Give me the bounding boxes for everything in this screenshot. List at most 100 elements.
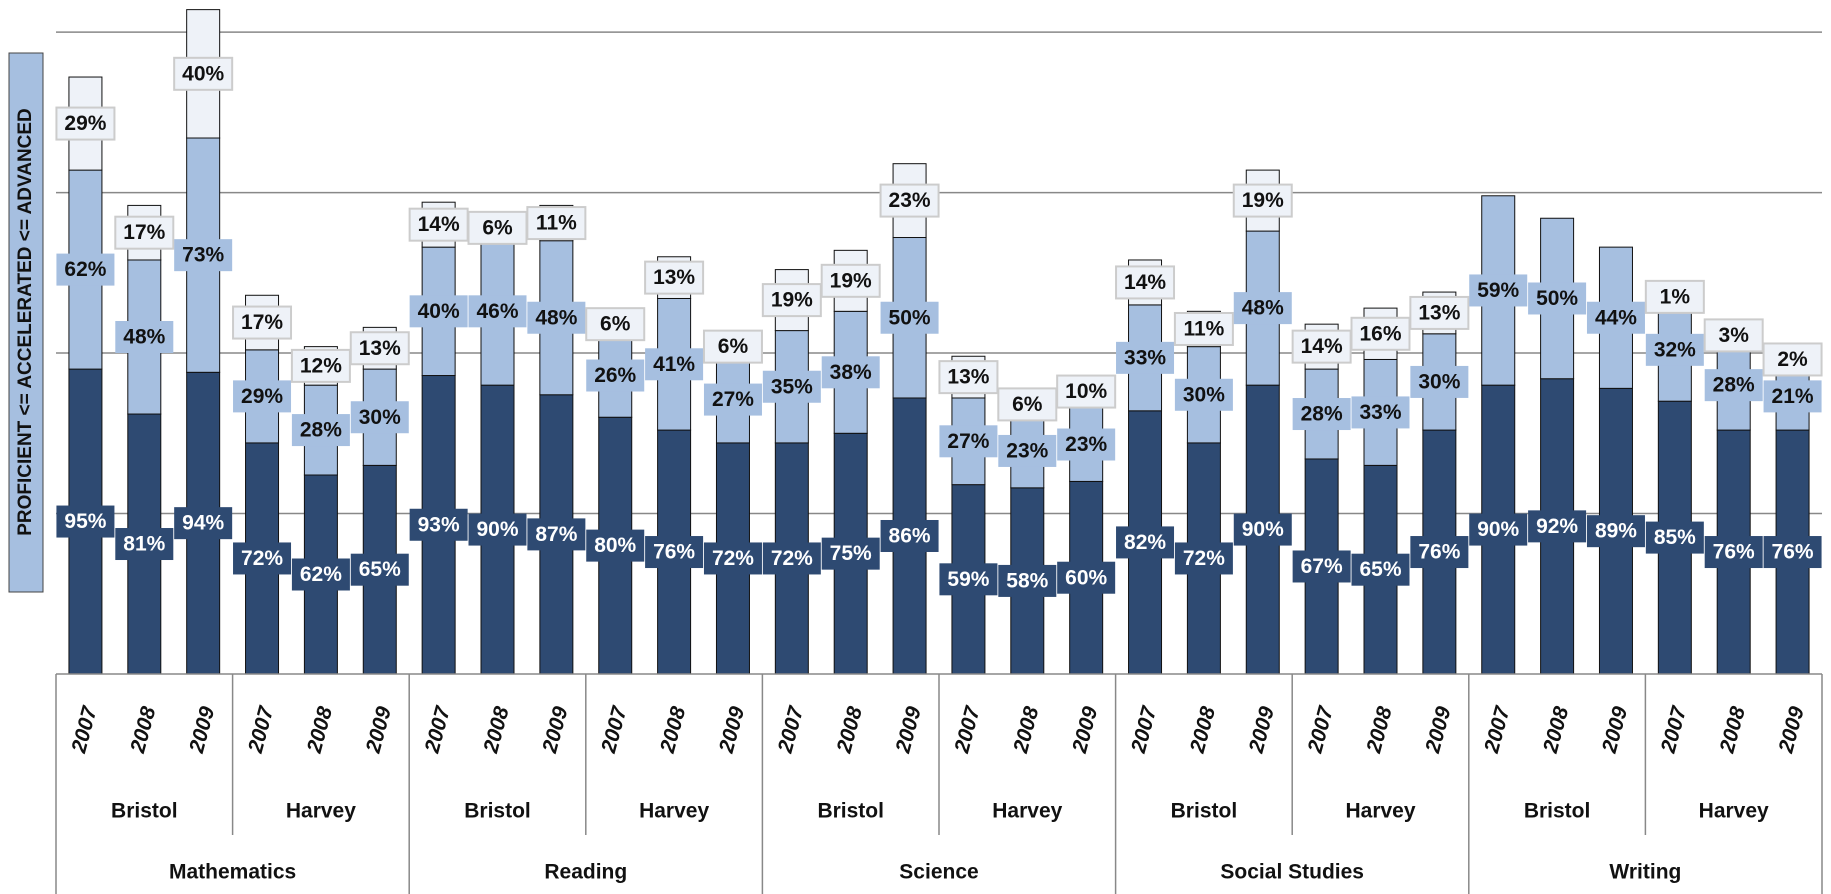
value-label-box	[468, 295, 527, 328]
school-label: Harvey	[992, 800, 1062, 823]
value-label-box	[702, 329, 763, 364]
value-label-box	[174, 239, 233, 272]
value-label: 29%	[64, 112, 106, 135]
value-label: 90%	[1242, 518, 1284, 541]
value-label-box	[1292, 398, 1351, 431]
x-tick-label: 2008	[832, 704, 867, 756]
value-label: 28%	[300, 419, 342, 442]
value-label-box	[703, 542, 762, 575]
value-label: 62%	[300, 563, 342, 586]
value-label-box	[1232, 183, 1293, 218]
value-label-box	[939, 563, 998, 596]
value-label: 87%	[535, 523, 577, 546]
value-label-box	[349, 331, 410, 366]
value-label: 29%	[241, 385, 283, 408]
value-label-box	[350, 553, 409, 586]
school-label: Bristol	[1171, 800, 1238, 823]
value-label: 90%	[476, 518, 518, 541]
value-label: 72%	[1183, 547, 1225, 570]
value-label-box	[821, 537, 880, 570]
value-label: 75%	[830, 542, 872, 565]
value-label-box	[233, 380, 292, 413]
x-tick-label: 2007	[597, 703, 632, 756]
value-label-box	[645, 348, 704, 381]
value-label-box	[55, 106, 116, 141]
value-label: 11%	[1183, 318, 1224, 341]
value-label-box	[291, 558, 350, 591]
x-tick-label: 2008	[126, 704, 161, 756]
y-axis-label: PROFICIENT <= ACCELERATED <= ADVANCED	[15, 108, 36, 536]
value-label: 32%	[1654, 338, 1696, 361]
value-label: 30%	[1418, 370, 1460, 393]
value-label: 23%	[889, 189, 931, 212]
x-tick-label: 2008	[1715, 704, 1750, 756]
value-label: 72%	[241, 547, 283, 570]
value-label-box	[1116, 526, 1175, 559]
value-label: 6%	[482, 216, 513, 239]
value-label-box	[586, 529, 645, 562]
value-label-box	[762, 542, 821, 575]
value-label-box	[1174, 378, 1233, 411]
school-label: Harvey	[1699, 800, 1769, 823]
value-label: 50%	[889, 306, 931, 329]
value-label-box	[1233, 513, 1292, 546]
value-label-box	[1586, 301, 1645, 334]
x-tick-label: 2007	[67, 703, 102, 756]
x-tick-label: 2007	[1303, 703, 1338, 756]
value-label: 13%	[947, 366, 989, 389]
value-label-box	[467, 210, 528, 245]
subject-label: Science	[899, 861, 978, 884]
value-label-box	[1703, 318, 1764, 353]
value-label: 27%	[947, 430, 989, 453]
value-label: 76%	[653, 541, 695, 564]
value-label: 73%	[182, 244, 224, 267]
value-label-box	[1528, 282, 1587, 315]
value-label-box	[644, 260, 705, 295]
value-label-box	[1763, 536, 1822, 569]
value-label-box	[56, 505, 115, 538]
y-label-box	[8, 52, 44, 593]
value-label: 30%	[359, 406, 401, 429]
value-label: 48%	[123, 326, 165, 349]
value-label: 27%	[712, 388, 754, 411]
value-label-box	[880, 519, 939, 552]
school-label: Harvey	[639, 800, 709, 823]
value-label-box	[527, 301, 586, 334]
value-label: 12%	[300, 354, 342, 377]
value-label-box	[1410, 536, 1469, 569]
value-label-box	[174, 507, 233, 540]
school-label: Bristol	[464, 800, 531, 823]
x-tick-label: 2009	[361, 704, 396, 756]
x-tick-label: 2007	[950, 703, 985, 756]
value-label: 62%	[64, 258, 106, 281]
value-label-box	[1173, 311, 1234, 346]
value-label: 41%	[653, 353, 695, 376]
value-label-box	[1644, 279, 1705, 314]
value-label: 59%	[947, 568, 989, 591]
value-label-box	[1292, 550, 1351, 583]
value-label-box	[115, 528, 174, 561]
value-label: 19%	[1242, 189, 1284, 212]
value-label: 38%	[830, 361, 872, 384]
value-label: 94%	[182, 512, 224, 535]
value-label: 65%	[359, 558, 401, 581]
value-label-box	[1057, 561, 1116, 594]
value-label: 72%	[712, 547, 754, 570]
value-label-box	[1351, 396, 1410, 429]
value-label: 3%	[1719, 324, 1750, 347]
value-label: 13%	[359, 337, 401, 360]
value-label-box	[998, 434, 1057, 467]
value-label-box	[291, 414, 350, 447]
value-label: 14%	[418, 213, 460, 236]
value-label: 48%	[535, 306, 577, 329]
value-label-box	[56, 253, 115, 286]
value-label: 40%	[182, 62, 224, 85]
value-label-box	[1174, 542, 1233, 575]
value-label-box	[1645, 333, 1704, 366]
value-label-box	[703, 383, 762, 416]
value-label: 65%	[1359, 558, 1401, 581]
value-label: 6%	[600, 313, 631, 336]
value-label: 80%	[594, 534, 636, 557]
value-label: 6%	[1012, 393, 1043, 416]
